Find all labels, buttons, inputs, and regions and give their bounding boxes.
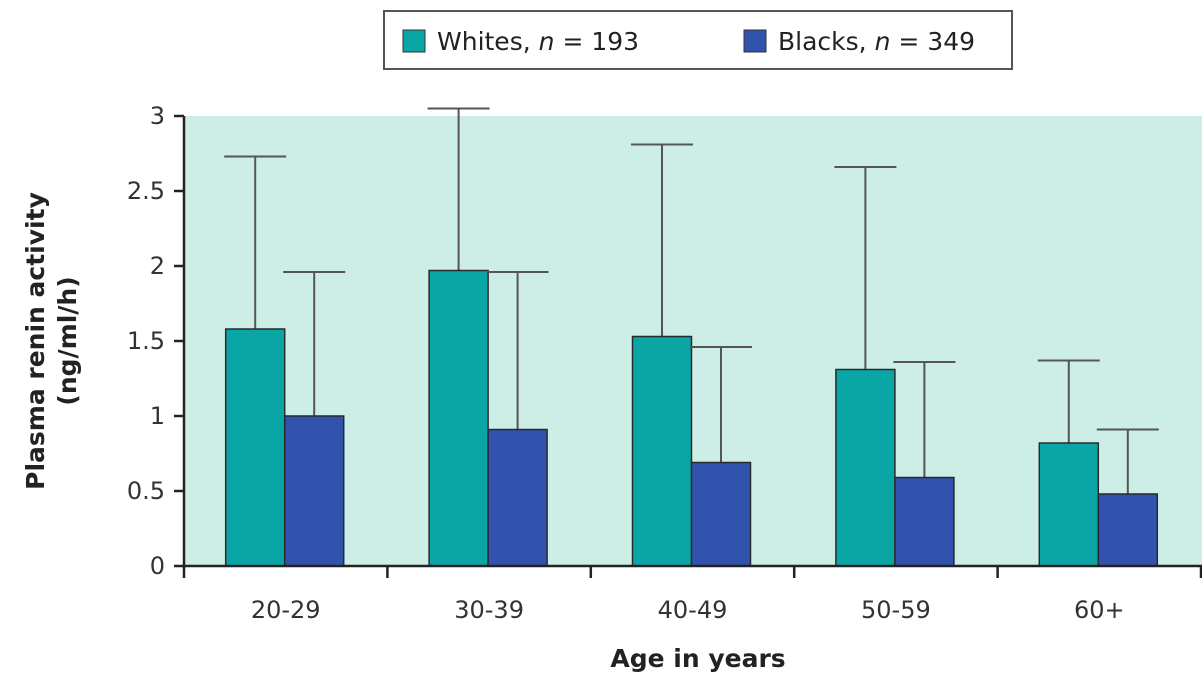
y-axis-title-line-1: Plasma renin activity [21,192,50,490]
legend-series-name-whites: Whites [437,27,523,56]
bar-blacks-20-29 [283,415,345,567]
x-tick-label: 40-49 [658,596,728,624]
x-axis-title: Age in years [610,644,785,673]
y-tick-label: 1 [150,402,165,430]
y-tick-label: 0 [150,552,165,580]
legend-n-label-blacks: n [875,27,891,56]
y-axis-title-line-2: (ng/ml/h) [53,276,82,405]
y-tick-label: 0.5 [127,477,165,505]
legend-label-whites: Whites, n = 193 [437,27,639,56]
legend-n-label-whites: n [539,27,555,56]
legend-swatch-blacks [743,29,767,53]
bar-blacks-40-49 [690,461,752,567]
y-tick-label: 1.5 [127,327,165,355]
legend-n-value-whites: = 193 [562,27,639,56]
x-tick-label: 60+ [1074,596,1125,624]
y-axis-title: Plasma renin activity (ng/ml/h) [21,192,82,490]
bar-whites-40-49 [631,335,693,567]
legend-swatch-whites [402,29,426,53]
legend-series-name-blacks: Blacks [778,27,859,56]
x-tick-label: 50-59 [861,596,931,624]
chart-axes: 0 0.5 1 1.5 2 2.5 3 20-29 30-39 40-49 50-59 60+ [127,102,1202,624]
bar-blacks-50-59 [894,476,955,567]
y-tick-label: 2 [150,252,165,280]
legend-box [383,10,1013,70]
x-tick-label: 30-39 [454,596,524,624]
legend-n-value-blacks: = 349 [898,27,975,56]
chart-marks [224,107,1159,567]
bar-blacks-30-39 [487,428,548,567]
bar-whites-20-29 [224,328,286,567]
x-tick-label: 20-29 [251,596,321,624]
bar-whites-50-59 [835,368,896,567]
bar-whites-30-39 [428,269,489,567]
bar-blacks-60+ [1097,493,1159,567]
y-tick-label: 2.5 [127,177,165,205]
bar-whites-60+ [1038,442,1100,567]
legend-label-blacks: Blacks, n = 349 [778,27,975,56]
y-tick-label: 3 [150,102,165,130]
legend: Whites, n = 193 Blacks, n = 349 [383,10,1013,70]
